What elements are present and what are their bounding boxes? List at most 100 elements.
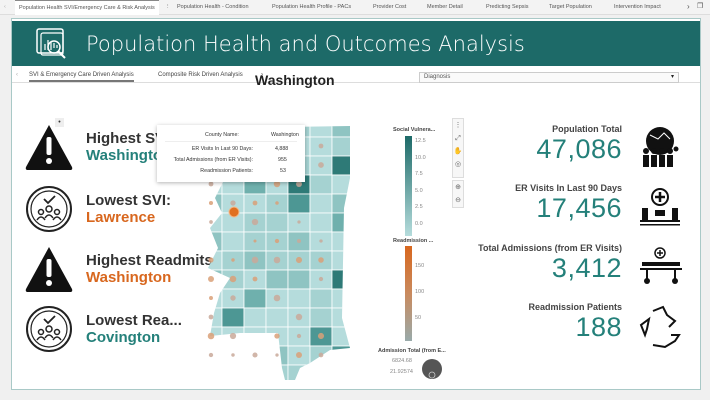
county[interactable]	[221, 231, 245, 252]
pin-icon[interactable]: •	[55, 118, 64, 127]
county[interactable]	[354, 232, 360, 251]
county-marker[interactable]	[297, 220, 301, 224]
pages-icon[interactable]: ❐	[697, 3, 704, 10]
county[interactable]	[331, 269, 354, 290]
county-marker[interactable]	[208, 314, 214, 320]
tab-svi-emergency[interactable]: Population Health SVI/Emergency Care & R…	[15, 0, 159, 15]
county[interactable]	[265, 212, 289, 233]
tab-intervention-impact[interactable]: Intervention Impact	[614, 4, 661, 10]
county-marker[interactable]	[318, 276, 324, 282]
county-marker[interactable]	[209, 220, 213, 224]
county[interactable]	[354, 213, 360, 232]
diagnosis-dropdown[interactable]: Diagnosis ▾	[419, 72, 679, 83]
expand-icon[interactable]: ⤢	[455, 135, 461, 142]
county[interactable]	[265, 364, 289, 383]
stat-county[interactable]: Washington	[86, 269, 172, 286]
county-marker[interactable]	[209, 296, 213, 300]
county-marker[interactable]	[318, 143, 324, 149]
county-marker[interactable]	[230, 295, 236, 301]
county-marker[interactable]	[274, 333, 280, 339]
county[interactable]	[265, 307, 289, 328]
county[interactable]	[331, 231, 354, 252]
county[interactable]	[331, 212, 354, 233]
county[interactable]	[309, 212, 333, 233]
county-marker[interactable]	[295, 256, 303, 264]
county[interactable]	[354, 194, 360, 213]
tab-pacs[interactable]: Population Health Profile - PACs	[272, 4, 352, 10]
tab-condition[interactable]: Population Health - Condition	[177, 4, 249, 10]
county-marker[interactable]	[207, 332, 215, 340]
county[interactable]	[221, 364, 245, 383]
zoom-in-icon[interactable]: ⊕	[455, 184, 461, 191]
county[interactable]	[265, 269, 289, 290]
more-options-icon[interactable]: ⋮	[454, 122, 462, 129]
county-marker[interactable]	[208, 257, 214, 263]
county[interactable]	[354, 137, 360, 156]
county[interactable]	[354, 327, 360, 346]
county-marker[interactable]	[253, 239, 257, 243]
county[interactable]	[331, 118, 354, 138]
tab-provider-cost[interactable]: Provider Cost	[373, 4, 407, 10]
county-marker[interactable]	[296, 238, 302, 244]
tab-member-detail[interactable]: Member Detail	[427, 4, 463, 10]
stat-county[interactable]: Washington	[86, 147, 172, 164]
county[interactable]	[309, 364, 333, 383]
county-marker[interactable]	[296, 181, 302, 187]
county-marker[interactable]	[230, 200, 236, 206]
county-marker[interactable]	[231, 258, 235, 262]
county-marker[interactable]	[296, 333, 302, 339]
county-marker[interactable]	[274, 238, 280, 244]
county-marker[interactable]	[275, 353, 279, 357]
tab-menu-icon[interactable]: ⋮	[165, 4, 171, 10]
county-marker[interactable]	[252, 200, 258, 206]
county[interactable]	[331, 155, 354, 176]
tab-composite-risk-analysis[interactable]: Composite Risk Driven Analysis	[158, 72, 243, 78]
county[interactable]	[331, 174, 354, 195]
county-marker[interactable]	[318, 257, 324, 263]
county-marker[interactable]	[208, 181, 214, 187]
scroll-left-icon[interactable]: ‹	[4, 4, 6, 10]
county[interactable]	[354, 270, 360, 289]
county-marker[interactable]	[318, 162, 324, 168]
county[interactable]	[200, 364, 223, 383]
tab-predicting-sepsis[interactable]: Predicting Sepsis	[486, 4, 529, 10]
county-marker[interactable]	[273, 256, 281, 264]
county[interactable]	[309, 193, 333, 214]
county-marker[interactable]	[295, 351, 303, 359]
county-marker[interactable]	[295, 313, 303, 321]
county[interactable]	[331, 193, 354, 214]
county-marker[interactable]	[252, 276, 258, 282]
scroll-right-icon[interactable]: ›	[687, 2, 690, 11]
county[interactable]	[331, 288, 354, 309]
county-marker[interactable]	[252, 352, 258, 358]
county-marker[interactable]	[275, 201, 279, 205]
county[interactable]	[331, 364, 354, 383]
stat-county[interactable]: Covington	[86, 329, 161, 346]
county-marker[interactable]	[251, 256, 259, 264]
stat-county[interactable]: Lawrence	[86, 209, 156, 226]
county-marker[interactable]	[229, 332, 237, 340]
county[interactable]	[221, 307, 245, 328]
county[interactable]	[309, 174, 333, 195]
county[interactable]	[287, 269, 311, 290]
selected-county-marker[interactable]	[228, 206, 240, 218]
zoom-out-icon[interactable]: ⊖	[455, 197, 461, 204]
layers-icon[interactable]: ◎	[454, 161, 462, 168]
county[interactable]	[331, 136, 354, 157]
subtab-scroll-left-icon[interactable]: ‹	[16, 72, 18, 78]
county-marker[interactable]	[251, 218, 259, 226]
county[interactable]	[287, 364, 311, 383]
county[interactable]	[331, 250, 354, 271]
county-marker[interactable]	[273, 294, 281, 302]
pan-hand-icon[interactable]: ✋	[453, 148, 463, 155]
county[interactable]	[287, 288, 311, 309]
county[interactable]	[354, 308, 360, 327]
county[interactable]	[243, 307, 267, 328]
county-marker[interactable]	[273, 180, 281, 188]
county-marker[interactable]	[319, 239, 323, 243]
county[interactable]	[331, 345, 354, 366]
county[interactable]	[354, 118, 360, 137]
county-marker[interactable]	[208, 352, 214, 358]
county-marker[interactable]	[317, 332, 325, 340]
county[interactable]	[354, 365, 360, 383]
